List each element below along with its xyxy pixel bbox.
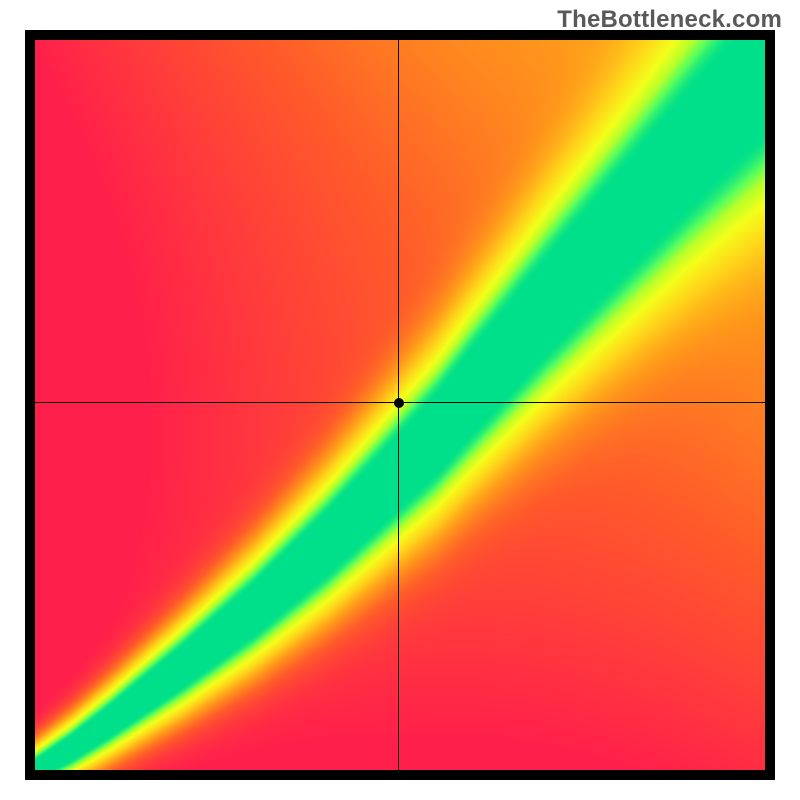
plot-frame: [25, 30, 775, 780]
plot-area: [35, 40, 765, 770]
watermark-text: TheBottleneck.com: [557, 6, 782, 34]
crosshair-marker: [394, 398, 404, 408]
